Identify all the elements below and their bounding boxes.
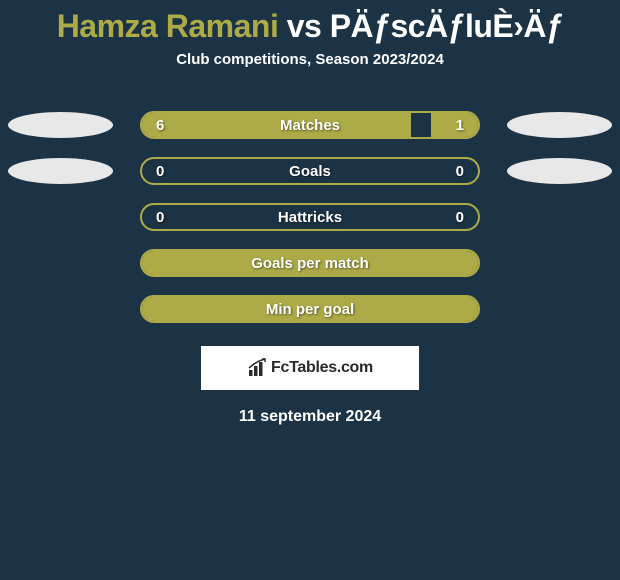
comparison-chart: 61Matches 00Goals 00Hattricks Goals per mat… [0,102,620,332]
stat-row: 61Matches [0,102,620,148]
stat-row: Min per goal [0,286,620,332]
stat-row: 00Goals [0,148,620,194]
player2-name: PÄƒscÄƒluÈ›Äƒ [330,8,564,44]
player1-name: Hamza Ramani [57,8,279,44]
stat-label: Hattricks [142,209,478,226]
player1-ellipse [8,158,113,184]
stat-bar: 00Goals [140,157,480,185]
brand-box: FcTables.com [201,346,419,390]
stat-row: 00Hattricks [0,194,620,240]
chart-icon [247,358,269,378]
comparison-title: Hamza Ramani vs PÄƒscÄƒluÈ›Äƒ [0,0,620,45]
stat-bar: Goals per match [140,249,480,277]
stat-label: Goals per match [142,255,478,272]
vs-text: vs [287,8,322,44]
date-text: 11 september 2024 [0,408,620,426]
subtitle: Club competitions, Season 2023/2024 [0,51,620,68]
player1-ellipse [8,112,113,138]
stat-label: Min per goal [142,301,478,318]
stat-row: Goals per match [0,240,620,286]
stat-bar: 00Hattricks [140,203,480,231]
stat-label: Goals [142,163,478,180]
player2-ellipse [507,158,612,184]
player2-ellipse [507,112,612,138]
stat-label: Matches [142,117,478,134]
stat-bar: 61Matches [140,111,480,139]
stat-bar: Min per goal [140,295,480,323]
brand-text: FcTables.com [271,359,373,377]
